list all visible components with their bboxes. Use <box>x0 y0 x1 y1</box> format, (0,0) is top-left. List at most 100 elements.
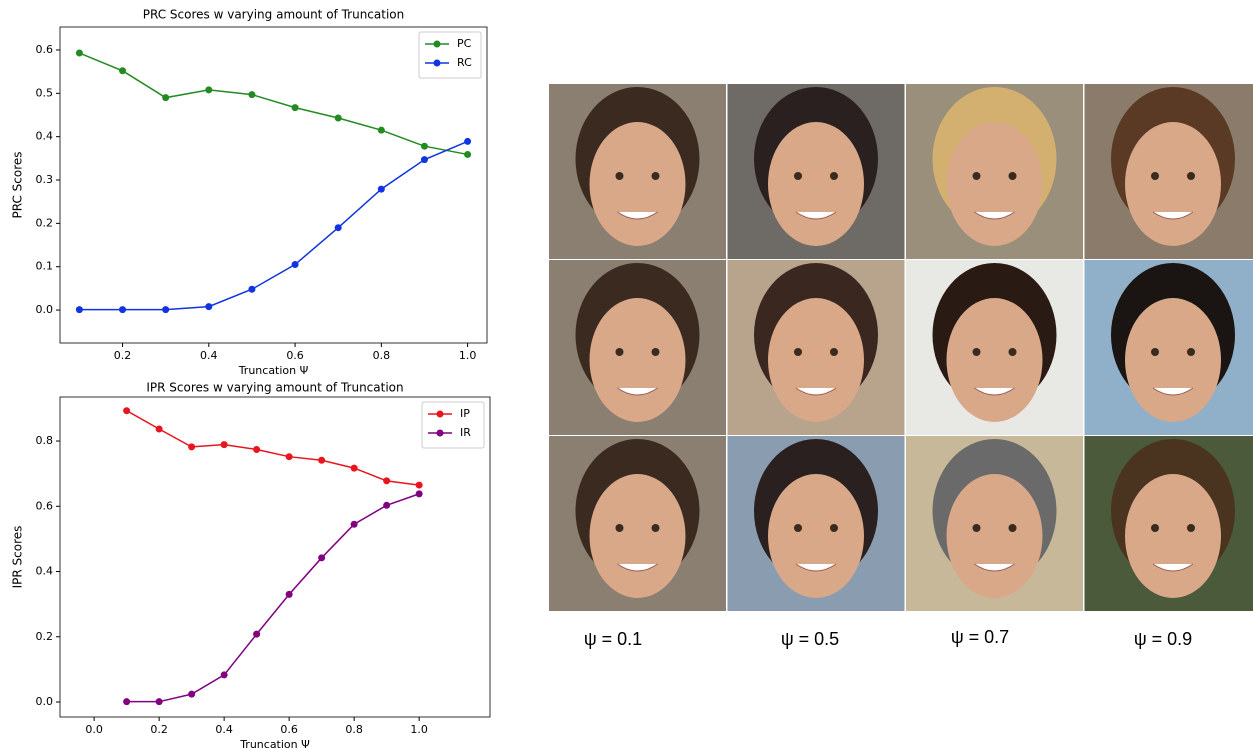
point <box>205 303 212 310</box>
eye <box>652 524 660 532</box>
face <box>768 474 864 598</box>
legend-box <box>419 32 481 78</box>
face <box>947 122 1043 246</box>
eye <box>652 172 660 180</box>
point <box>335 115 342 122</box>
caption: ψ = 0.5 <box>781 629 839 649</box>
face <box>947 298 1043 422</box>
point <box>221 671 228 678</box>
face <box>768 122 864 246</box>
point <box>253 446 260 453</box>
eye <box>1009 524 1017 532</box>
point <box>378 186 385 193</box>
legend-label: RC <box>457 56 472 69</box>
point <box>421 143 428 150</box>
point <box>248 286 255 293</box>
caption: ψ = 0.9 <box>1134 629 1192 649</box>
x-tick-label: 0.8 <box>345 723 363 736</box>
x-axis-label: Truncation Ψ <box>239 738 310 748</box>
legend-label: IP <box>460 407 470 420</box>
caption: ψ = 0.7 <box>951 627 1009 647</box>
y-tick-label: 0.6 <box>36 499 54 512</box>
face <box>590 298 686 422</box>
face <box>947 474 1043 598</box>
face <box>768 298 864 422</box>
figure: ψ = 0.1 ψ = 0.5 ψ = 0.7 ψ = 0.9 PRC Scor… <box>0 0 1253 748</box>
eye <box>830 348 838 356</box>
point <box>119 306 126 313</box>
point <box>205 86 212 93</box>
eye <box>1187 348 1195 356</box>
point <box>351 521 358 528</box>
series-line <box>79 53 467 154</box>
eye <box>794 524 802 532</box>
chart-title: IPR Scores w varying amount of Truncatio… <box>146 381 403 395</box>
eye <box>973 524 981 532</box>
face <box>590 474 686 598</box>
y-tick-label: 0.2 <box>36 216 54 229</box>
y-tick-label: 0.8 <box>36 434 54 447</box>
chart-title: PRC Scores w varying amount of Truncatio… <box>143 8 404 22</box>
y-tick-label: 0.0 <box>36 303 54 316</box>
point <box>383 477 390 484</box>
eye <box>616 524 624 532</box>
legend-marker <box>437 430 444 437</box>
y-tick-label: 0.4 <box>36 130 54 143</box>
x-tick-label: 0.2 <box>114 349 132 362</box>
point <box>188 691 195 698</box>
eye <box>830 172 838 180</box>
x-tick-label: 0.6 <box>286 349 304 362</box>
eye <box>794 348 802 356</box>
point <box>292 261 299 268</box>
y-tick-label: 0.5 <box>36 86 54 99</box>
legend-marker <box>434 41 441 48</box>
legend-label: PC <box>457 37 472 50</box>
legend-label: IR <box>460 426 471 439</box>
face-grid <box>549 84 1253 611</box>
point <box>162 306 169 313</box>
eye <box>616 348 624 356</box>
eye <box>1009 172 1017 180</box>
caption: ψ = 0.1 <box>584 629 642 649</box>
legend-box <box>422 402 484 448</box>
point <box>188 443 195 450</box>
x-tick-label: 0.8 <box>373 349 391 362</box>
point <box>318 457 325 464</box>
eye <box>1151 172 1159 180</box>
point <box>383 502 390 509</box>
eye <box>1187 524 1195 532</box>
x-tick-label: 0.6 <box>280 723 298 736</box>
point <box>416 482 423 489</box>
eye <box>830 524 838 532</box>
eye <box>973 172 981 180</box>
point <box>253 631 260 638</box>
y-tick-label: 0.6 <box>36 43 54 56</box>
eye <box>794 172 802 180</box>
x-axis-label: Truncation Ψ <box>238 364 309 377</box>
point <box>421 156 428 163</box>
eye <box>1009 348 1017 356</box>
x-tick-label: 0.4 <box>200 349 218 362</box>
eye <box>1151 348 1159 356</box>
point <box>464 151 471 158</box>
series-line <box>127 411 420 485</box>
y-tick-label: 0.1 <box>36 260 54 273</box>
point <box>292 104 299 111</box>
eye <box>1151 524 1159 532</box>
eye <box>652 348 660 356</box>
point <box>351 465 358 472</box>
point <box>156 425 163 432</box>
point <box>416 490 423 497</box>
eye <box>973 348 981 356</box>
x-tick-label: 1.0 <box>410 723 428 736</box>
x-tick-label: 0.4 <box>215 723 233 736</box>
face <box>1125 298 1221 422</box>
y-tick-label: 0.2 <box>36 630 54 643</box>
y-axis-label: PRC Scores <box>11 151 25 218</box>
point <box>123 407 130 414</box>
legend-marker <box>434 60 441 67</box>
series-line <box>127 494 420 702</box>
eye <box>616 172 624 180</box>
series-line <box>79 141 467 309</box>
y-tick-label: 0.3 <box>36 173 54 186</box>
